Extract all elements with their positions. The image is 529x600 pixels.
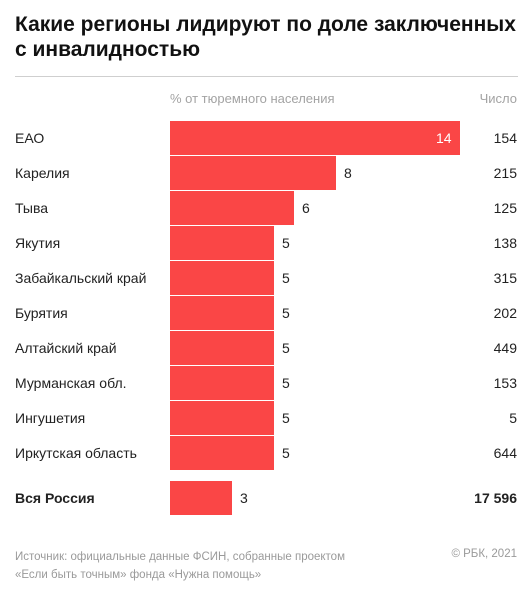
title-divider xyxy=(15,76,518,77)
bar xyxy=(170,296,274,330)
category-label: Забайкальский край xyxy=(15,270,147,286)
count-value: 17 596 xyxy=(474,490,517,506)
copyright: © РБК, 2021 xyxy=(451,548,517,560)
category-label: Иркутская область xyxy=(15,445,137,461)
source-line-2: «Если быть точным» фонда «Нужна помощь» xyxy=(15,569,262,581)
value-label: 14 xyxy=(436,130,452,146)
bar xyxy=(170,481,232,515)
category-label: Бурятия xyxy=(15,305,68,321)
value-label: 6 xyxy=(302,200,310,216)
count-value: 154 xyxy=(493,130,517,146)
chart-row: ЕАО 14 154 xyxy=(0,121,529,155)
count-value: 138 xyxy=(493,235,517,251)
chart-row: Ингушетия 5 5 xyxy=(0,401,529,435)
chart-row: Забайкальский край 5 315 xyxy=(0,261,529,295)
chart-row: Якутия 5 138 xyxy=(0,226,529,260)
value-label: 3 xyxy=(240,490,248,506)
bar xyxy=(170,401,274,435)
source-note: Источник: официальные данные ФСИН, собра… xyxy=(15,548,345,584)
category-label: ЕАО xyxy=(15,130,45,146)
category-label: Ингушетия xyxy=(15,410,86,426)
bar xyxy=(170,191,294,225)
count-value: 644 xyxy=(493,445,517,461)
bar xyxy=(170,156,336,190)
category-label: Мурманская обл. xyxy=(15,375,127,391)
chart-title: Какие регионы лидируют по доле заключенн… xyxy=(15,13,516,61)
value-label: 5 xyxy=(282,235,290,251)
count-value: 125 xyxy=(493,200,517,216)
bar xyxy=(170,436,274,470)
value-label: 8 xyxy=(344,165,352,181)
value-label: 5 xyxy=(282,445,290,461)
count-value: 5 xyxy=(509,410,517,426)
chart-row: Алтайский край 5 449 xyxy=(0,331,529,365)
bar xyxy=(170,121,460,155)
bar xyxy=(170,331,274,365)
value-label: 5 xyxy=(282,410,290,426)
count-value: 202 xyxy=(493,305,517,321)
category-label: Алтайский край xyxy=(15,340,117,356)
count-value: 449 xyxy=(493,340,517,356)
chart-row: Иркутская область 5 644 xyxy=(0,436,529,470)
category-label: Якутия xyxy=(15,235,61,251)
chart-row: Вся Россия 3 17 596 xyxy=(0,481,529,515)
chart-row: Мурманская обл. 5 153 xyxy=(0,366,529,400)
value-label: 5 xyxy=(282,305,290,321)
category-label: Карелия xyxy=(15,165,70,181)
count-value: 315 xyxy=(493,270,517,286)
chart-row: Тыва 6 125 xyxy=(0,191,529,225)
value-label: 5 xyxy=(282,375,290,391)
count-column-header: Число xyxy=(479,91,517,106)
category-label: Тыва xyxy=(15,200,49,216)
count-value: 215 xyxy=(493,165,517,181)
source-line-1: Источник: официальные данные ФСИН, собра… xyxy=(15,551,345,563)
percent-column-header: % от тюремного населения xyxy=(170,91,335,106)
count-value: 153 xyxy=(493,375,517,391)
bar xyxy=(170,226,274,260)
value-label: 5 xyxy=(282,340,290,356)
chart-row: Карелия 8 215 xyxy=(0,156,529,190)
chart-row: Бурятия 5 202 xyxy=(0,296,529,330)
bar xyxy=(170,261,274,295)
value-label: 5 xyxy=(282,270,290,286)
category-label: Вся Россия xyxy=(15,490,95,506)
bar xyxy=(170,366,274,400)
